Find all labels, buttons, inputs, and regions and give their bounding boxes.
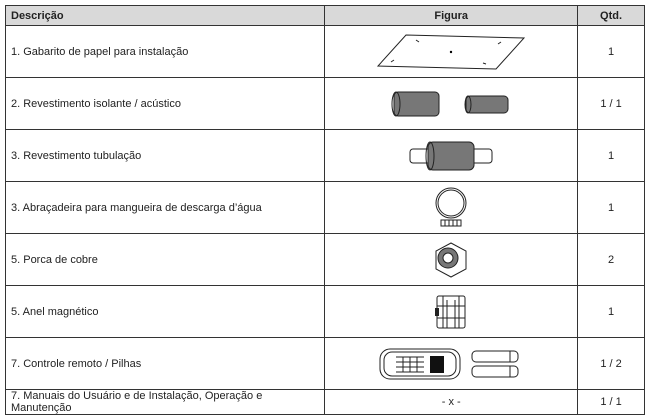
quantity: 1 xyxy=(577,181,645,234)
description: 5. Porca de cobre xyxy=(4,233,326,286)
pipe-cover-icon xyxy=(409,141,493,170)
clamp-icon xyxy=(435,187,467,226)
quantity: 1 / 1 xyxy=(577,77,645,130)
figure xyxy=(324,285,579,338)
header-cell: Qtd. xyxy=(577,5,645,26)
description: 5. Anel magnético xyxy=(4,285,326,338)
figure xyxy=(324,233,579,286)
remote-icon xyxy=(379,348,519,379)
row: 3. Revestimento tubulação 1 xyxy=(4,129,645,182)
header-row: Descrição Figura Qtd. xyxy=(4,5,645,26)
description: 1. Gabarito de papel para instalação xyxy=(4,25,326,78)
row: 3. Abraçadeira para mangueira de descarg… xyxy=(4,181,645,234)
header-cell: Figura xyxy=(324,5,579,26)
figure xyxy=(324,337,579,390)
figure xyxy=(324,77,579,130)
row: 5. Anel magnético 1 xyxy=(4,285,645,338)
figure xyxy=(324,129,579,182)
description: 2. Revestimento isolante / acústico xyxy=(4,77,326,130)
row: 7. Manuais do Usuário e de Instalação, O… xyxy=(4,389,645,415)
figure xyxy=(324,181,579,234)
insulation-icon xyxy=(391,91,509,116)
quantity: 1 xyxy=(577,285,645,338)
description: 3. Revestimento tubulação xyxy=(4,129,326,182)
template-icon xyxy=(377,33,526,70)
figure xyxy=(324,25,579,78)
description: 7. Controle remoto / Pilhas xyxy=(4,337,326,390)
quantity: 1 / 1 xyxy=(577,389,645,415)
row: 2. Revestimento isolante / acústico 1 / … xyxy=(4,77,645,130)
description: 7. Manuais do Usuário e de Instalação, O… xyxy=(4,389,326,415)
nut-icon xyxy=(435,241,467,278)
row: 1. Gabarito de papel para instalação 1 xyxy=(4,25,645,78)
header-cell: Descrição xyxy=(4,5,326,26)
quantity: 2 xyxy=(577,233,645,286)
row: 5. Porca de cobre 2 xyxy=(4,233,645,286)
accessories-table: Descrição Figura Qtd. 1. Gabarito de pap… xyxy=(4,5,645,415)
quantity: 1 / 2 xyxy=(577,337,645,390)
quantity: 1 xyxy=(577,129,645,182)
description: 3. Abraçadeira para mangueira de descarg… xyxy=(4,181,326,234)
quantity: 1 xyxy=(577,25,645,78)
figure: - x - xyxy=(324,389,579,415)
ferrite-icon xyxy=(435,295,466,328)
row: 7. Controle remoto / Pilhas 1 / 2 xyxy=(4,337,645,390)
